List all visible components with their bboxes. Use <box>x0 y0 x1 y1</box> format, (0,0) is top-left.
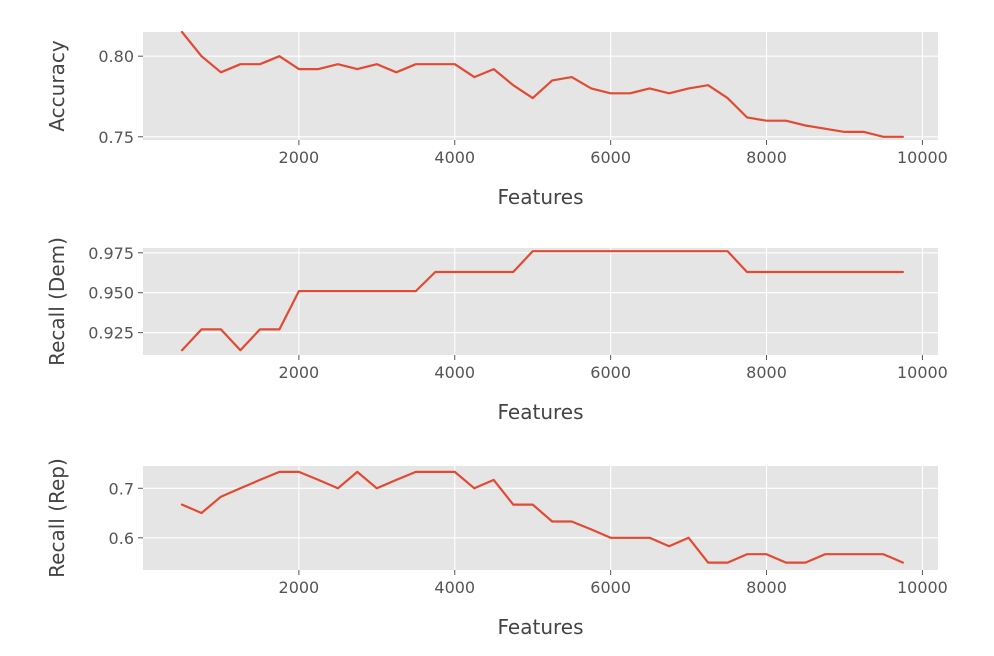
subplot-2: 2000 4000 6000 8000 10000 0.925 0.950 0.975 Feat… <box>45 237 948 424</box>
plot-area <box>143 248 938 355</box>
y-axis-label: Recall (Dem) <box>45 237 69 366</box>
x-tick-label: 6000 <box>590 578 631 597</box>
y-tick-label: 0.75 <box>98 128 134 147</box>
subplots: 2000 4000 6000 8000 10000 0.75 0.80 Features Acc… <box>45 30 948 639</box>
y-tick-label: 0.80 <box>98 47 134 66</box>
y-tick-label: 0.7 <box>109 479 134 498</box>
y-tick-label: 0.925 <box>88 324 134 343</box>
x-tick-label: 2000 <box>279 363 320 382</box>
series-line-3-1 <box>180 470 905 564</box>
plot-area <box>143 466 938 570</box>
x-tick-label: 6000 <box>590 363 631 382</box>
x-axis-label: Features <box>498 185 584 209</box>
x-tick-label: 8000 <box>746 363 787 382</box>
x-tick-label: 4000 <box>434 148 475 167</box>
x-tick-label: 10000 <box>897 578 948 597</box>
y-axis-label: Recall (Rep) <box>45 458 69 578</box>
x-tick-label: 8000 <box>746 578 787 597</box>
x-tick-label: 6000 <box>590 148 631 167</box>
x-axis-label: Features <box>498 400 584 424</box>
y-tick-label: 0.950 <box>88 284 134 303</box>
plot-area <box>143 32 938 140</box>
x-tick-label: 8000 <box>746 148 787 167</box>
x-tick-label: 2000 <box>279 148 320 167</box>
x-tick-label: 10000 <box>897 148 948 167</box>
x-tick-label: 4000 <box>434 578 475 597</box>
series-line-1-1 <box>180 30 905 138</box>
x-axis-label: Features <box>498 615 584 639</box>
x-tick-label: 2000 <box>279 578 320 597</box>
y-tick-label: 0.6 <box>109 529 134 548</box>
x-tick-label: 4000 <box>434 363 475 382</box>
x-tick-label: 10000 <box>897 363 948 382</box>
series-line-2-1 <box>180 250 905 352</box>
y-axis-label: Accuracy <box>45 40 69 131</box>
y-tick-label: 0.975 <box>88 244 134 263</box>
subplot-3: 2000 4000 6000 8000 10000 0.6 0.7 Features Recal… <box>45 458 948 639</box>
subplot-1: 2000 4000 6000 8000 10000 0.75 0.80 Features Acc… <box>45 30 948 209</box>
